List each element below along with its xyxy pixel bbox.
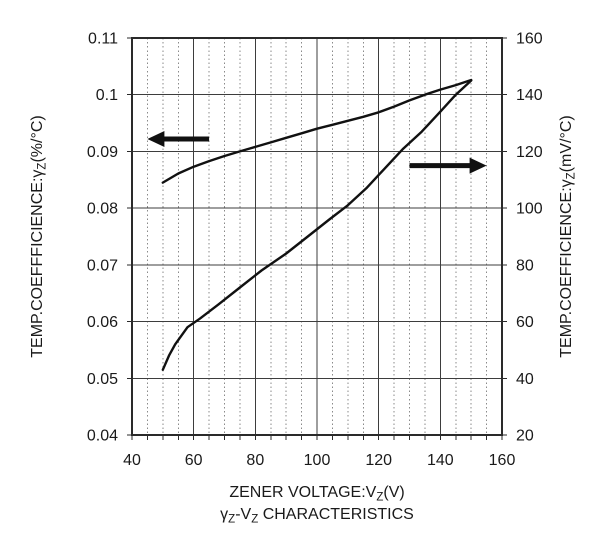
x-tick-label: 160 [489, 452, 516, 469]
arrow-left-icon [147, 130, 165, 147]
x-tick-label: 60 [185, 452, 203, 469]
y-right-tick-label: 100 [516, 201, 543, 218]
y-left-tick-label: 0.08 [87, 201, 118, 218]
x-tick-label: 80 [246, 452, 264, 469]
y-right-tick-label: 80 [516, 257, 534, 274]
arrow-right-icon [469, 157, 487, 174]
y-right-tick-label: 120 [516, 144, 543, 161]
y-right-tick-label: 140 [516, 87, 543, 104]
x-tick-label: 120 [365, 452, 392, 469]
y-right-tick-label: 20 [516, 428, 534, 445]
curve-temp-coefficient-mV-per-C [161, 79, 473, 371]
y-right-tick-label: 160 [516, 31, 543, 48]
y-left-tick-label: 0.11 [88, 31, 118, 48]
y-left-tick-label: 0.1 [96, 87, 118, 104]
x-axis-title: ZENER VOLTAGE:VZ(V) [229, 484, 404, 504]
y-right-tick-label: 40 [516, 371, 534, 388]
plot-frame [131, 37, 503, 436]
curve-temp-coefficient-percent-per-C [161, 78, 473, 184]
y-left-tick-label: 0.09 [87, 144, 118, 161]
y-left-tick-label: 0.05 [87, 371, 118, 388]
y-left-tick-label: 0.04 [87, 428, 118, 445]
chart-subtitle: γZ-VZ CHARACTERISTICS [220, 506, 414, 526]
x-tick-label: 40 [123, 452, 141, 469]
y-left-tick-label: 0.07 [87, 257, 118, 274]
y-right-tick-label: 60 [516, 314, 534, 331]
y-left-tick-label: 0.06 [87, 314, 118, 331]
x-tick-label: 100 [304, 452, 331, 469]
y-right-axis-title: TEMP.COEFFICIENCE:γZ(mV/°C) [558, 115, 578, 358]
y-left-axis-title: TEMP.COEFFFICIENCE:γZ(%/°C) [29, 115, 49, 358]
x-tick-label: 140 [427, 452, 454, 469]
